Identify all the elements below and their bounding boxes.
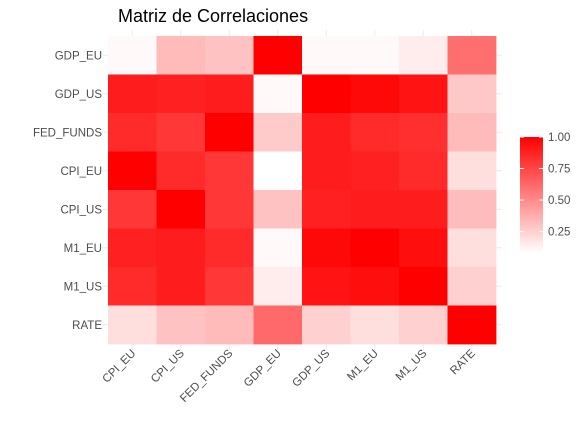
heatmap-cell-FED_FUNDS-CPI_EU — [108, 113, 157, 152]
heatmap-cell-GDP_US-M1_US — [399, 74, 448, 114]
heatmap-cell-CPI_EU-GDP_EU — [253, 151, 303, 191]
heatmap-cell-M1_EU-RATE — [447, 228, 497, 268]
heatmap-cell-CPI_EU-FED_FUNDS — [205, 151, 254, 191]
legend-tick-label: 0.50 — [548, 195, 570, 207]
heatmap-cell-FED_FUNDS-RATE — [447, 113, 497, 152]
heatmap-cell-GDP_EU-M1_US — [399, 36, 448, 75]
heatmap-cells — [108, 36, 497, 345]
y-tick-label: M1_US — [64, 281, 103, 293]
heatmap-cell-CPI_EU-M1_EU — [350, 151, 400, 191]
heatmap-cell-CPI_US-CPI_EU — [108, 190, 157, 229]
y-tick-label: CPI_US — [60, 204, 102, 216]
heatmap-cell-GDP_US-RATE — [447, 74, 497, 114]
heatmap-cell-CPI_US-GDP_US — [302, 190, 351, 229]
x-tick-label: M1_EU — [345, 348, 381, 384]
heatmap-cell-FED_FUNDS-M1_EU — [350, 113, 400, 152]
heatmap-cell-M1_US-GDP_US — [302, 267, 351, 306]
heatmap-cell-CPI_US-GDP_EU — [253, 190, 303, 229]
y-tick-label: RATE — [72, 320, 102, 332]
y-tick-label: GDP_EU — [55, 50, 102, 62]
heatmap-cell-GDP_US-CPI_US — [156, 74, 206, 114]
heatmap-cell-M1_US-M1_US — [399, 267, 448, 306]
y-tick-label: FED_FUNDS — [33, 127, 102, 139]
heatmap-cell-GDP_US-GDP_EU — [253, 74, 303, 114]
heatmap-cell-M1_EU-FED_FUNDS — [205, 228, 254, 268]
color-legend: 1.00 0.75 0.50 0.25 — [520, 132, 570, 253]
heatmap-cell-CPI_US-M1_US — [399, 190, 448, 229]
heatmap-cell-CPI_EU-M1_US — [399, 151, 448, 191]
heatmap-cell-CPI_US-CPI_US — [156, 190, 206, 229]
heatmap-cell-RATE-M1_US — [399, 305, 448, 345]
heatmap-cell-M1_EU-CPI_EU — [108, 228, 157, 268]
heatmap-cell-GDP_US-CPI_EU — [108, 74, 157, 114]
heatmap-cell-RATE-GDP_EU — [253, 305, 303, 345]
heatmap-cell-CPI_EU-GDP_US — [302, 151, 351, 191]
heatmap-cell-CPI_EU-CPI_EU — [108, 151, 157, 191]
x-tick-label: CPI_EU — [101, 348, 139, 386]
heatmap-cell-M1_EU-M1_US — [399, 228, 448, 268]
heatmap-cell-RATE-M1_EU — [350, 305, 400, 345]
legend-tick-label: 0.75 — [548, 164, 570, 176]
x-tick-label: RATE — [448, 347, 478, 377]
heatmap-cell-GDP_EU-RATE — [447, 36, 497, 75]
heatmap-cell-GDP_EU-CPI_US — [156, 36, 206, 75]
heatmap-cell-FED_FUNDS-GDP_EU — [253, 113, 303, 152]
legend-colorbar — [520, 137, 543, 253]
heatmap-cell-GDP_EU-CPI_EU — [108, 36, 157, 75]
heatmap-cell-FED_FUNDS-GDP_US — [302, 113, 351, 152]
y-axis-ticks: GDP_EU GDP_US FED_FUNDS CPI_EU CPI_US M1_EU M1… — [33, 50, 102, 332]
x-tick-label: GDP_EU — [242, 348, 284, 390]
heatmap-cell-M1_EU-GDP_US — [302, 228, 351, 268]
heatmap-cell-M1_EU-CPI_US — [156, 228, 206, 268]
legend-tick-label: 1.00 — [548, 132, 570, 144]
y-tick-label: CPI_EU — [60, 166, 102, 178]
heatmap-cell-CPI_EU-RATE — [447, 151, 497, 191]
heatmap-cell-CPI_EU-CPI_US — [156, 151, 206, 191]
heatmap-cell-M1_EU-M1_EU — [350, 228, 400, 268]
heatmap-cell-M1_US-CPI_US — [156, 267, 206, 306]
heatmap-cell-GDP_EU-FED_FUNDS — [205, 36, 254, 75]
heatmap-cell-GDP_US-GDP_US — [302, 74, 351, 114]
heatmap-cell-RATE-FED_FUNDS — [205, 305, 254, 345]
heatmap-cell-RATE-GDP_US — [302, 305, 351, 345]
heatmap-cell-FED_FUNDS-CPI_US — [156, 113, 206, 152]
heatmap-cell-GDP_EU-GDP_EU — [253, 36, 303, 75]
heatmap-cell-M1_US-GDP_EU — [253, 267, 303, 306]
heatmap-cell-GDP_US-FED_FUNDS — [205, 74, 254, 114]
x-tick-label: M1_US — [394, 347, 430, 383]
heatmap-cell-M1_US-FED_FUNDS — [205, 267, 254, 306]
legend-tick-label: 0.25 — [548, 227, 570, 239]
heatmap-cell-RATE-RATE — [447, 305, 497, 345]
y-tick-label: M1_EU — [64, 243, 102, 255]
x-tick-label: GDP_US — [290, 347, 332, 389]
heatmap-cell-RATE-CPI_EU — [108, 305, 157, 345]
heatmap-cell-FED_FUNDS-M1_US — [399, 113, 448, 152]
heatmap-cell-M1_EU-GDP_EU — [253, 228, 303, 268]
heatmap-cell-GDP_EU-GDP_US — [302, 36, 351, 75]
y-tick-label: GDP_US — [55, 89, 103, 101]
x-tick-label: CPI_US — [149, 347, 187, 385]
heatmap-cell-GDP_EU-M1_EU — [350, 36, 400, 75]
heatmap-cell-CPI_US-FED_FUNDS — [205, 190, 254, 229]
chart-title: Matriz de Correlaciones — [118, 6, 308, 26]
heatmap-cell-M1_US-M1_EU — [350, 267, 400, 306]
heatmap-cell-M1_US-CPI_EU — [108, 267, 157, 306]
heatmap-cell-CPI_US-RATE — [447, 190, 497, 229]
heatmap-cell-RATE-CPI_US — [156, 305, 206, 345]
heatmap-cell-CPI_US-M1_EU — [350, 190, 400, 229]
heatmap-cell-GDP_US-M1_EU — [350, 74, 400, 114]
heatmap-cell-FED_FUNDS-FED_FUNDS — [205, 113, 254, 152]
heatmap-cell-M1_US-RATE — [447, 267, 497, 306]
